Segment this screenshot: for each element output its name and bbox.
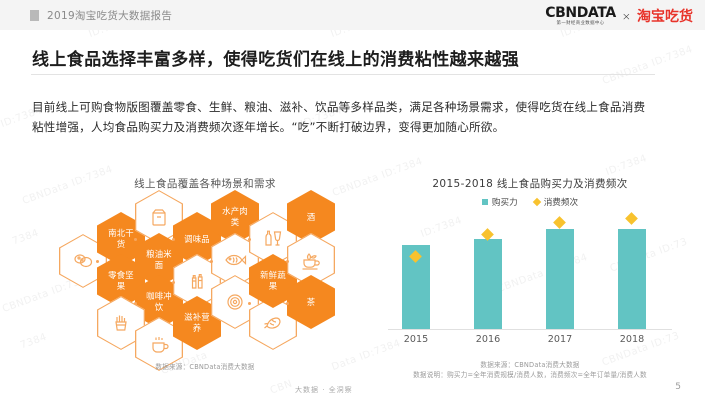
diamond-2018 (625, 212, 638, 225)
hex-label-seasoning: 调味品 (184, 233, 210, 244)
bar-2017 (546, 229, 574, 329)
x-label-2017: 2017 (547, 334, 573, 345)
fruit-slice-icon (222, 289, 248, 315)
fish-icon (222, 247, 248, 273)
taobao-chihuo-logo: 淘宝吃货 (637, 9, 693, 26)
title-divider (31, 74, 655, 75)
watermark: 7384 (18, 331, 49, 352)
hex-section-title: 线上食品覆盖各种场景和需求 (134, 178, 276, 190)
connector-dot (286, 260, 289, 263)
rice-bag-icon (146, 204, 172, 230)
page-title: 线上食品选择丰富多样，使得吃货们在线上的消费粘性越来越强 (32, 50, 520, 70)
bottle-glass-icon (260, 226, 286, 252)
chart-title: 2015-2018 线上食品购买力及消费频次 (432, 178, 628, 190)
legend-label-purchasing-power: 购买力 (491, 198, 518, 208)
diamond-2017 (553, 216, 566, 229)
watermark: ID:7384 (604, 152, 649, 179)
connector-dot (134, 238, 137, 241)
connector-dot (286, 302, 289, 305)
coffee-cup-icon (146, 331, 172, 357)
brand-logo-group: CBNDATA 第一财经商业数据中心 × 淘宝吃货 (545, 6, 693, 26)
seafood-icon (260, 310, 286, 336)
page-number: 5 (675, 382, 681, 392)
hex-label-seafood-meat: 水产肉类 (222, 206, 248, 227)
cbndata-subtitle: 第一财经商业数据中心 (556, 21, 605, 26)
connector-dot (172, 281, 175, 284)
hex-label-grain-oil: 粮油米面 (146, 249, 172, 270)
hex-label-tea: 茶 (306, 296, 316, 307)
hex-cell-tea: 茶 (287, 275, 335, 329)
header-bar: 2019淘宝吃货大数据报告 CBNDATA 第一财经商业数据中心 × 淘宝吃货 (0, 0, 705, 30)
tea-cup-icon (298, 247, 324, 273)
chart-legend: 购买力 消费频次 (380, 196, 680, 208)
legend-square-icon (481, 199, 488, 205)
connector-dot (172, 238, 175, 241)
chart-x-axis-labels: 2015 2016 2017 2018 (380, 334, 680, 348)
sauce-bottles-icon (184, 268, 210, 294)
bar-2018 (618, 229, 646, 329)
chart-definition-note: 数据说明：购买力=全年消费规模/消费人数，消费频次=全年订单量/消费人数 (413, 371, 647, 379)
cbndata-logo: CBNDATA 第一财经商业数据中心 (545, 6, 616, 26)
header-accent-block (30, 10, 39, 21)
x-label-2018: 2018 (619, 334, 645, 345)
brand-separator-icon: × (621, 9, 631, 23)
connector-dot (210, 260, 213, 263)
connector-dot (248, 302, 251, 305)
connector-dot (134, 302, 137, 305)
bar-chart: 购买力 消费频次 2015 2016 2017 (380, 196, 680, 346)
hex-source-note: 数据来源：CBNData消费大数据 (155, 363, 255, 371)
x-label-2015: 2015 (403, 334, 429, 345)
hex-label-alcohol: 酒 (306, 211, 316, 222)
legend-label-frequency: 消费频次 (543, 198, 579, 208)
hex-label-fresh-produce: 新鲜蔬果 (260, 270, 286, 291)
meat-icon (70, 248, 96, 274)
hex-label-dried-goods: 南北干货 (108, 228, 134, 249)
hex-diagram: 南北干货 零食坚果 粮油米面 咖啡冲饮 (55, 190, 355, 371)
footer-tagline: 大数据 · 全洞察 (295, 386, 353, 394)
connector-dot (96, 260, 99, 263)
cbndata-wordmark: CBNDATA (545, 5, 616, 21)
chart-plot-area (380, 212, 680, 330)
watermark: CBNData ID:7384 (600, 44, 695, 87)
hex-label-nutrition: 滋补营养 (184, 312, 210, 333)
body-paragraph: 目前线上可购食物版图覆盖零食、生鲜、粮油、滋补、饮品等多样品类，满足各种场景需求… (32, 100, 646, 134)
hex-label-snacks-nuts: 零食坚果 (108, 270, 134, 291)
legend-item-purchasing-power: 购买力 (481, 196, 518, 208)
fries-icon (108, 310, 134, 336)
x-label-2016: 2016 (475, 334, 501, 345)
hex-label-coffee-drinks: 咖啡冲饮 (146, 291, 172, 312)
report-title: 2019淘宝吃货大数据报告 (47, 10, 173, 22)
chart-source-note: 数据来源：CBNData消费大数据 (480, 361, 580, 369)
connector-dot (248, 238, 251, 241)
bar-2016 (474, 239, 502, 329)
legend-diamond-icon (532, 197, 541, 207)
watermark: CBN (268, 378, 295, 397)
chart-baseline-axis (388, 329, 672, 330)
legend-item-frequency: 消费频次 (532, 196, 579, 208)
watermark: 7384 (10, 227, 41, 248)
